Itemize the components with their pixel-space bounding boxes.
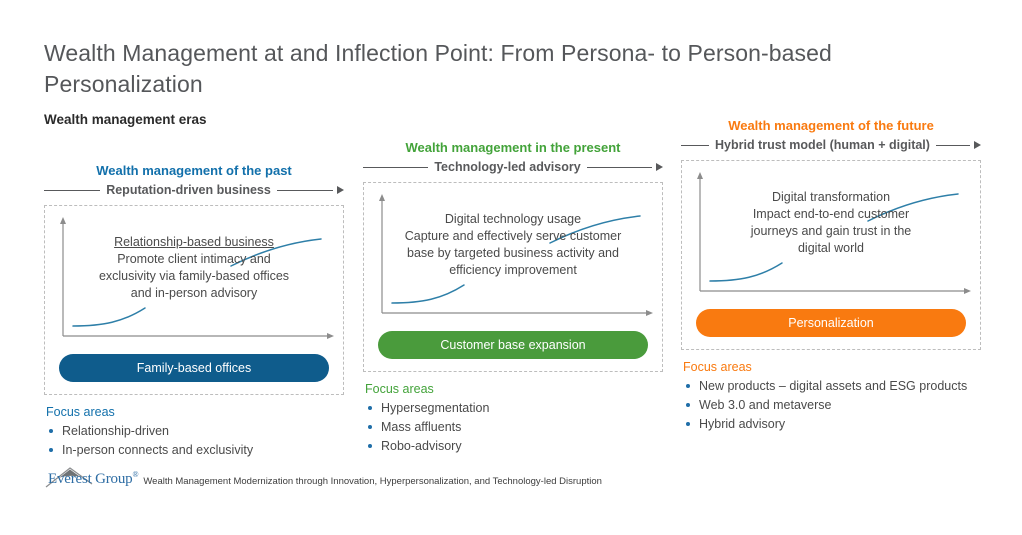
era-body-line: journeys and gain trust in the	[750, 224, 912, 238]
list-item: Mass affluents	[365, 418, 663, 437]
era-title-past: Wealth management of the past	[96, 163, 292, 178]
list-item: Robo-advisory	[365, 437, 663, 456]
outcome-pill-past[interactable]: Family-based offices	[59, 354, 329, 382]
era-body-line: Capture and effectively serve customer	[404, 229, 622, 243]
era-panel-future: Digital transformation Impact end-to-end…	[681, 160, 981, 350]
era-column-past: Wealth management of the past Reputation…	[44, 163, 345, 460]
arrow-line-right	[586, 166, 653, 168]
arrow-line-left	[363, 166, 429, 168]
era-body-line: digital world	[797, 241, 864, 255]
focus-areas-present: Focus areas Hypersegmentation Mass afflu…	[363, 382, 663, 456]
list-item: Web 3.0 and metaverse	[683, 396, 981, 415]
era-panel-present: Digital technology usage Capture and eff…	[363, 182, 663, 372]
arrow-line-left	[681, 144, 709, 146]
arrow-head-icon	[974, 141, 981, 149]
era-arrow-future: Hybrid trust model (human + digital)	[681, 137, 981, 153]
focus-areas-future: Focus areas New products – digital asset…	[681, 360, 981, 434]
era-body-line: and in-person advisory	[130, 286, 258, 300]
era-title-present: Wealth management in the present	[405, 140, 621, 155]
growth-chart-svg	[697, 172, 971, 294]
era-arrow-present: Technology-led advisory	[363, 159, 664, 175]
era-body-line: Impact end-to-end customer	[752, 207, 910, 221]
focus-areas-list: Hypersegmentation Mass affluents Robo-ad…	[365, 399, 663, 456]
era-body-lead: Relationship-based business	[114, 235, 274, 249]
growth-chart-past	[53, 216, 335, 348]
growth-chart-future	[690, 171, 972, 303]
era-title-future: Wealth management of the future	[728, 118, 934, 133]
footer-caption: Wealth Management Modernization through …	[143, 476, 602, 487]
focus-areas-title: Focus areas	[683, 360, 752, 374]
arrow-label-future: Hybrid trust model (human + digital)	[715, 138, 930, 152]
arrow-head-icon	[656, 163, 664, 171]
arrow-label-present: Technology-led advisory	[434, 160, 581, 174]
growth-chart-present	[372, 193, 654, 325]
list-item: Relationship-driven	[46, 422, 344, 441]
era-body-line: efficiency improvement	[449, 263, 577, 277]
era-body-present: Digital technology usage Capture and eff…	[370, 211, 656, 279]
arrow-line-right	[935, 144, 970, 146]
arrow-line-left	[44, 189, 101, 191]
registered-mark: ®	[132, 470, 139, 479]
era-body-lead: Digital technology usage	[444, 212, 582, 226]
focus-areas-past: Focus areas Relationship-driven In-perso…	[44, 405, 344, 460]
logo-text: Everest Group®	[48, 470, 139, 487]
focus-areas-list: New products – digital assets and ESG pr…	[683, 377, 981, 434]
arrow-label-past: Reputation-driven business	[106, 183, 271, 197]
everest-group-logo: Everest Group®	[44, 466, 139, 488]
page-title: Wealth Management at and Inflection Poin…	[44, 40, 832, 97]
focus-areas-title: Focus areas	[46, 405, 115, 419]
era-column-present: Wealth management in the present Technol…	[363, 140, 664, 456]
focus-areas-title: Focus areas	[365, 382, 434, 396]
list-item: New products – digital assets and ESG pr…	[683, 377, 981, 396]
era-arrow-past: Reputation-driven business	[44, 182, 345, 198]
focus-areas-list: Relationship-driven In-person connects a…	[46, 422, 344, 460]
outcome-pill-future[interactable]: Personalization	[696, 309, 966, 337]
arrow-head-icon	[337, 186, 345, 194]
footer: Everest Group® Wealth Management Moderni…	[44, 466, 602, 488]
outcome-pill-present[interactable]: Customer base expansion	[378, 331, 648, 359]
era-body-line: exclusivity via family-based offices	[98, 269, 290, 283]
arrow-line-right	[276, 189, 334, 191]
era-body-line: base by targeted business activity and	[407, 246, 619, 260]
era-column-future: Wealth management of the future Hybrid t…	[681, 118, 981, 434]
era-panel-past: Relationship-based business Promote clie…	[44, 205, 344, 395]
growth-chart-svg	[60, 217, 334, 339]
era-body-lead: Digital transformation	[771, 190, 891, 204]
era-body-future: Digital transformation Impact end-to-end…	[688, 189, 974, 257]
list-item: In-person connects and exclusivity	[46, 441, 344, 460]
era-body-past: Relationship-based business Promote clie…	[51, 234, 337, 302]
list-item: Hybrid advisory	[683, 415, 981, 434]
era-body-line: Promote client intimacy and	[117, 252, 271, 266]
page-subtitle: Wealth management eras	[44, 112, 207, 127]
list-item: Hypersegmentation	[365, 399, 663, 418]
growth-chart-svg	[379, 194, 653, 316]
mountain-peak-icon	[45, 467, 93, 488]
